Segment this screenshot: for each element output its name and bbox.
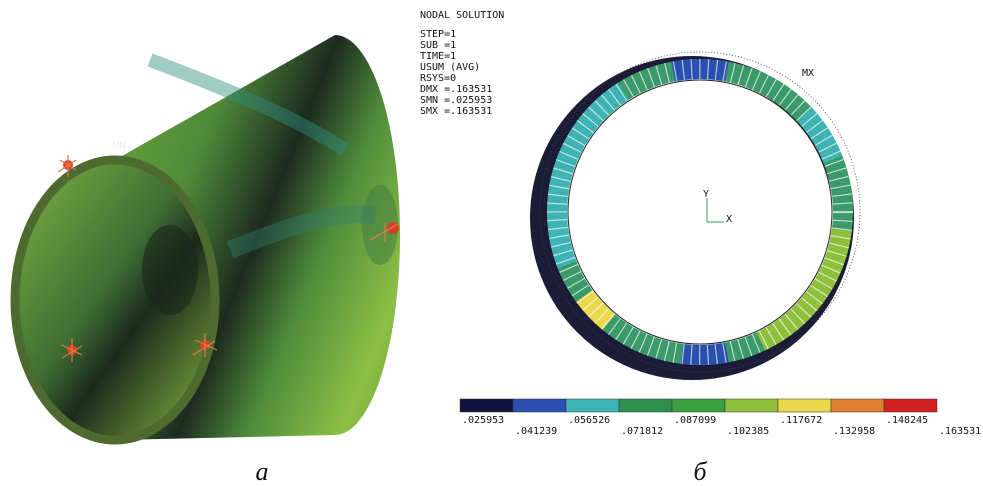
legend-label: .041239 [515,426,557,437]
max-label: MX [802,68,814,79]
header-line: TIME=1 [420,51,456,62]
legend-label: .087099 [674,415,716,426]
header-line: RSYS=0 [420,73,456,84]
header-line: USUM (AVG) [420,62,480,73]
legend-label: .163531 [939,426,981,437]
axis-y: Y [703,189,709,200]
legend-label: .117672 [780,415,822,426]
header-line: NODAL SOLUTION [420,10,504,21]
legend-label: .025953 [462,415,504,426]
legend-label: .132958 [833,426,875,437]
legend-swatch [460,399,513,412]
legend-label: .148245 [886,415,928,426]
legend-swatch [672,399,725,412]
legend-label: .056526 [568,415,610,426]
legend-swatch [619,399,672,412]
header-line: STEP=1 [420,29,456,40]
caption: a [256,457,269,486]
legend-swatch [884,399,937,412]
legend: .025953 .041239 .056526 .071812 .087099 .1023… [460,399,981,437]
legend-swatch [513,399,566,412]
caption: б [693,457,707,486]
legend-label: .102385 [727,426,769,437]
legend-label: .071812 [621,426,663,437]
cylinder-model: MN [15,35,400,440]
legend-swatch [778,399,831,412]
header-line: SMX =.163531 [420,106,492,117]
axis-x: X [726,214,732,225]
legend-swatch [725,399,778,412]
figure: MN a NODAL SOLUTION STEP=1SUB =1TIME=1USU… [0,0,983,486]
legend-swatch [566,399,619,412]
header-line: DMX =.163531 [420,84,492,95]
ring-model: MX Y X [540,52,860,372]
min-label: MN [112,140,126,150]
legend-swatch [831,399,884,412]
header-line: SUB =1 [420,40,456,51]
header-line: SMN =.025953 [420,95,492,106]
